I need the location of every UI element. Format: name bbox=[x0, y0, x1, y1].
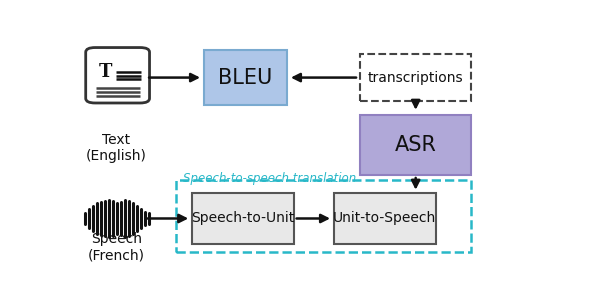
Bar bbox=[360, 115, 471, 175]
Text: Unit-to-Speech: Unit-to-Speech bbox=[333, 212, 436, 226]
Text: Speech
(French): Speech (French) bbox=[88, 232, 145, 262]
Text: ASR: ASR bbox=[395, 135, 436, 155]
Bar bbox=[176, 180, 471, 252]
Text: Speech-to-Unit: Speech-to-Unit bbox=[192, 212, 295, 226]
Text: Speech-to-speech translation: Speech-to-speech translation bbox=[182, 172, 356, 185]
Text: BLEU: BLEU bbox=[218, 68, 273, 88]
Bar bbox=[334, 193, 436, 244]
Bar bbox=[360, 55, 471, 101]
Text: transcriptions: transcriptions bbox=[368, 70, 463, 85]
FancyBboxPatch shape bbox=[85, 47, 149, 103]
Text: T: T bbox=[99, 63, 112, 81]
Bar bbox=[192, 193, 294, 244]
Text: Text
(English): Text (English) bbox=[86, 133, 147, 163]
Bar bbox=[204, 50, 287, 105]
